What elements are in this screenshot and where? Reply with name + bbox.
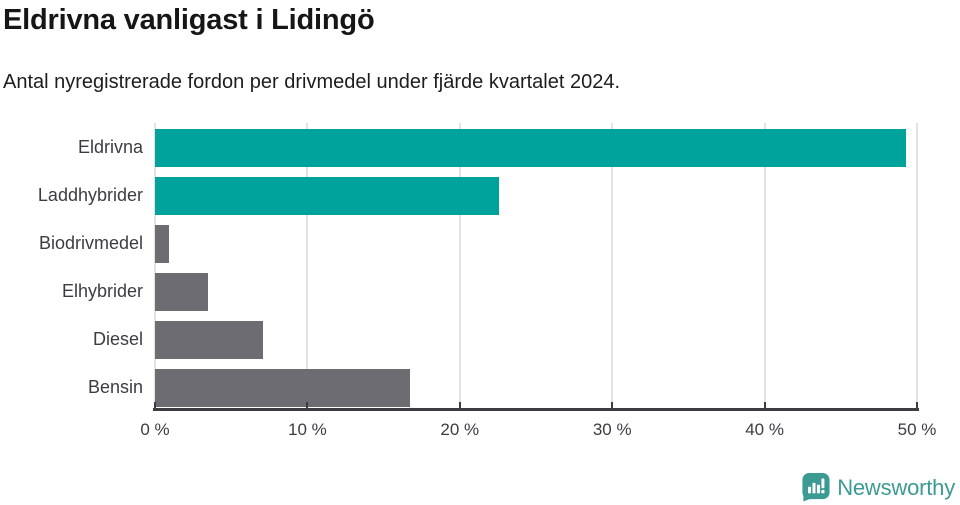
axis-tick-label: 10 % (288, 420, 327, 439)
chart-title: Eldrivna vanligast i Lidingö (3, 4, 375, 36)
bar-laddhybrider (155, 177, 500, 215)
axis-tick-label: 30 % (592, 420, 632, 439)
bar-elhybrider (155, 273, 209, 311)
gridline (306, 123, 309, 411)
axis-tick (611, 402, 614, 408)
axis-tick (763, 402, 766, 408)
axis-tick-label: 40 % (745, 420, 784, 439)
bar-biodrivmedel (155, 225, 169, 263)
brand-footer: Newsworthy (800, 472, 955, 503)
newsworthy-logo-icon (802, 472, 830, 502)
axis-tick (458, 402, 461, 408)
axis-tick-label: 20 % (440, 420, 480, 439)
category-label-diesel: Diesel (92, 328, 143, 349)
bar-eldrivna (155, 129, 907, 167)
gridline (611, 123, 614, 411)
gridline (763, 123, 766, 411)
category-label-eldrivna: Eldrivna (77, 136, 143, 157)
category-label-elhybrider: Elhybrider (61, 280, 143, 301)
gridline (154, 123, 156, 411)
chart-subtitle: Antal nyregistrerade fordon per drivmede… (3, 71, 621, 93)
bar-diesel (155, 321, 264, 359)
bar-bensin (155, 369, 410, 407)
category-label-biodrivmedel: Biodrivmedel (38, 232, 143, 253)
plot-area: 0 % 10 % 20 % 30 % 40 % 50 % (140, 123, 936, 439)
x-axis-line (153, 408, 919, 411)
category-label-bensin: Bensin (87, 376, 143, 397)
axis-tick-label: 50 % (897, 420, 937, 439)
axis-tick (916, 402, 918, 408)
category-label-laddhybrider: Laddhybrider (37, 184, 143, 205)
gridline (458, 123, 461, 411)
axis-tick (154, 402, 156, 408)
axis-tick (306, 402, 309, 408)
axis-tick-label: 0 % (140, 420, 170, 439)
brand-name: Newsworthy (837, 474, 955, 500)
gridline (916, 123, 918, 411)
y-axis-labels: Eldrivna Laddhybrider Biodrivmedel Elhybrid… (0, 123, 143, 411)
